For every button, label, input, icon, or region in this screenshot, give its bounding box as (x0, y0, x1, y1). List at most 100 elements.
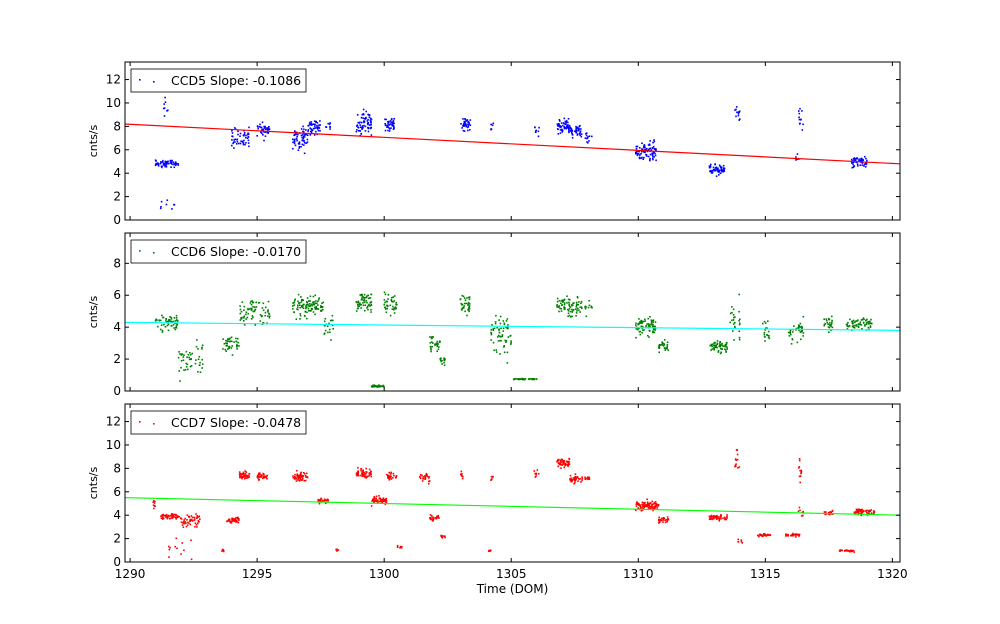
legend-label: CCD5 Slope: -0.1086 (171, 73, 301, 88)
data-point (392, 305, 394, 308)
data-point (641, 142, 643, 144)
data-point (521, 378, 524, 381)
data-point (318, 502, 321, 505)
y-axis-label: cnts/s (87, 124, 100, 157)
data-point (642, 325, 644, 328)
data-point (660, 518, 662, 521)
data-point (385, 118, 387, 121)
data-point (796, 158, 798, 161)
data-point (662, 519, 664, 521)
data-point (563, 127, 566, 129)
data-point (562, 122, 565, 124)
data-point (524, 378, 527, 380)
data-point (861, 508, 863, 511)
data-point (649, 502, 652, 504)
data-point (315, 120, 317, 123)
data-point (561, 124, 564, 127)
data-point (320, 306, 322, 308)
data-point (828, 326, 831, 329)
data-point (568, 458, 571, 461)
data-point (377, 385, 379, 387)
data-point (158, 319, 160, 321)
data-point (302, 299, 305, 301)
data-point (732, 330, 734, 332)
data-point (500, 327, 502, 330)
data-point (253, 310, 256, 313)
data-point (376, 386, 378, 388)
data-point (234, 128, 237, 130)
data-point (395, 476, 397, 479)
data-point (713, 348, 715, 350)
data-point (153, 505, 156, 507)
data-point (729, 312, 732, 315)
data-point (296, 139, 298, 142)
data-point (375, 495, 378, 498)
data-point (719, 169, 721, 172)
data-point (562, 462, 565, 465)
data-point (637, 153, 640, 155)
data-point (575, 308, 577, 310)
data-point (378, 384, 380, 386)
data-point (637, 507, 640, 509)
data-point (369, 301, 372, 304)
data-point (223, 343, 226, 345)
data-point (652, 151, 655, 154)
data-point (240, 476, 243, 478)
data-point (359, 129, 361, 132)
data-point (858, 512, 860, 515)
data-point (236, 344, 238, 346)
data-point (233, 139, 235, 141)
data-point (257, 473, 260, 476)
data-point (798, 467, 800, 469)
data-point (297, 293, 300, 296)
data-point (864, 163, 867, 165)
data-point (581, 476, 583, 478)
data-point (298, 475, 301, 478)
data-point (370, 304, 373, 307)
data-point (390, 472, 392, 475)
data-point (560, 125, 562, 128)
data-point (800, 331, 802, 333)
data-point (576, 303, 578, 305)
data-point (330, 339, 332, 341)
data-point (244, 470, 247, 472)
data-point (521, 377, 523, 380)
data-point (562, 301, 564, 303)
data-point (556, 123, 559, 126)
data-point (661, 341, 663, 343)
data-point (304, 134, 306, 136)
data-point (190, 358, 192, 360)
data-point (236, 348, 238, 350)
data-point (384, 308, 387, 310)
data-point (653, 331, 655, 334)
data-point (368, 472, 370, 475)
data-point (802, 332, 805, 334)
data-point (327, 500, 329, 502)
x-tick-label: 1290 (115, 567, 146, 581)
data-point (232, 135, 234, 138)
data-point (494, 322, 497, 325)
data-point (381, 385, 383, 387)
data-point (868, 510, 870, 513)
data-point (396, 304, 398, 306)
data-point (443, 357, 446, 360)
data-point (429, 514, 432, 516)
data-point (294, 130, 296, 132)
data-point (185, 366, 188, 368)
data-point (635, 324, 637, 326)
data-point (181, 524, 184, 526)
data-point (319, 499, 322, 501)
data-point (175, 516, 178, 519)
data-point (193, 516, 195, 519)
data-point (719, 165, 722, 168)
data-point (586, 141, 588, 143)
data-point (567, 462, 570, 465)
data-point (238, 345, 240, 347)
data-point (829, 324, 831, 326)
data-point (857, 326, 860, 329)
data-point (243, 477, 246, 480)
data-point (535, 472, 538, 475)
data-point (505, 327, 508, 329)
data-point (649, 140, 651, 142)
data-points (154, 96, 868, 210)
